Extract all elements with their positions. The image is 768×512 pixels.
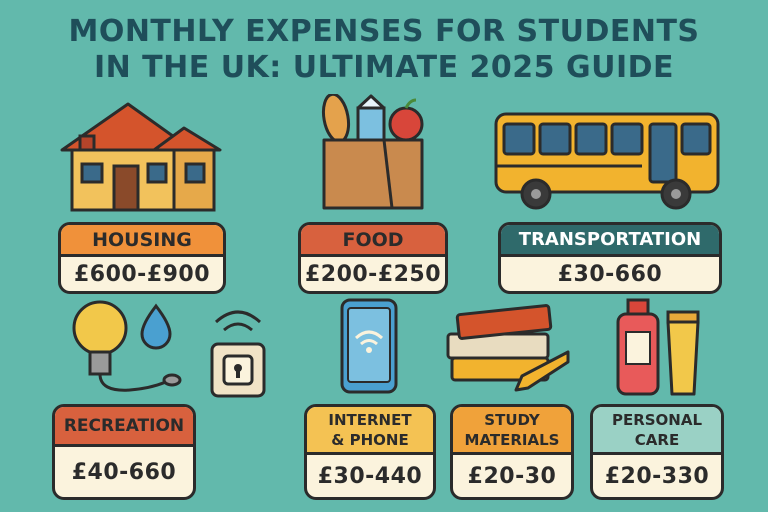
personal-care-card: PERSONAL CARE £20-330 (590, 404, 724, 500)
study-materials-card: STUDY MATERIALS £20-30 (450, 404, 574, 500)
recreation-price: £40-660 (71, 459, 177, 485)
transportation-label: TRANSPORTATION (501, 225, 719, 257)
toiletries-icon (616, 298, 700, 396)
housing-label: HOUSING (61, 225, 223, 257)
food-card: FOOD £200-£250 (298, 222, 448, 294)
wifi-outlet-icon (210, 310, 266, 398)
food-label: FOOD (301, 225, 445, 257)
internet-phone-price: £30-440 (317, 463, 423, 489)
food-price: £200-£250 (304, 261, 442, 287)
transportation-price: £30-660 (557, 261, 663, 287)
recreation-card: RECREATION £40-660 (52, 404, 196, 500)
study-materials-label: STUDY MATERIALS (453, 407, 571, 455)
grocery-bag-icon (321, 94, 424, 210)
internet-phone-card: INTERNET & PHONE £30-440 (304, 404, 436, 500)
personal-care-label-line-1: PERSONAL (611, 410, 703, 429)
title-line-2: IN THE UK: ULTIMATE 2025 GUIDE (93, 50, 675, 85)
transportation-card: TRANSPORTATION £30-660 (498, 222, 722, 294)
personal-care-label: PERSONAL CARE (593, 407, 721, 455)
internet-phone-label: INTERNET & PHONE (307, 407, 433, 455)
internet-phone-label-line-1: INTERNET (328, 410, 412, 429)
personal-care-label-line-2: CARE (634, 430, 680, 449)
books-icon (446, 304, 570, 392)
phone-icon (340, 298, 398, 394)
lightbulb-water-icon (72, 300, 182, 392)
study-materials-label-line-1: STUDY (484, 410, 540, 429)
recreation-label: RECREATION (55, 407, 193, 447)
housing-price: £600-£900 (73, 261, 211, 287)
bus-icon (494, 112, 720, 210)
title-line-1: MONTHLY EXPENSES FOR STUDENTS (68, 14, 700, 49)
page-title: MONTHLY EXPENSES FOR STUDENTS IN THE UK:… (0, 14, 768, 86)
study-materials-label-line-2: MATERIALS (464, 430, 560, 449)
house-icon (60, 102, 222, 212)
study-materials-price: £20-30 (467, 463, 557, 489)
housing-card: HOUSING £600-£900 (58, 222, 226, 294)
personal-care-price: £20-330 (604, 463, 710, 489)
internet-phone-label-line-2: & PHONE (331, 430, 409, 449)
